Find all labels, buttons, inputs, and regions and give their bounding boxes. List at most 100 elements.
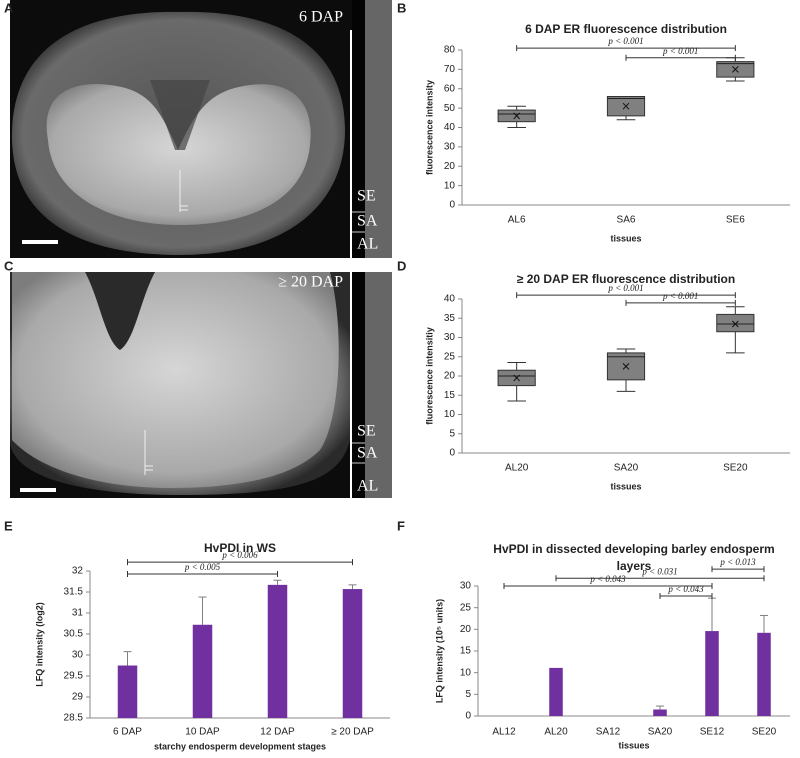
y-tick-label: 70 [444,64,456,75]
x-axis-title: tissues [610,481,641,491]
x-tick-label: SE20 [723,463,748,474]
y-tick-label: 5 [465,689,471,700]
bar [653,709,667,716]
x-tick-label: SA6 [617,215,636,226]
x-axis-title: tissues [610,233,641,243]
p-value: p < 0.005 [184,562,221,572]
p-value: p < 0.013 [719,557,756,567]
p-value: p < 0.043 [667,584,704,594]
panel-letter: F [397,518,405,533]
p-value: p < 0.001 [662,291,698,301]
layer-label: SA [357,445,378,462]
mean-marker [513,374,521,382]
x-tick-label: SA12 [596,727,621,738]
x-tick-label: AL20 [544,727,568,738]
layer-label: AL [357,478,378,495]
micrograph-c [10,272,392,498]
y-tick-label: 10 [444,180,456,191]
y-tick-label: 20 [444,161,456,172]
y-tick-label: 80 [444,45,456,56]
layer-label: SE [357,423,376,440]
p-value: p < 0.043 [589,574,626,584]
mean-marker [731,320,739,328]
y-tick-label: 20 [460,624,472,635]
y-tick-label: 15 [444,390,456,401]
x-tick-label: 6 DAP [113,727,142,738]
layer-label: SE [357,188,376,205]
y-tick-label: 0 [449,200,455,211]
image-label: 6 DAP [299,9,343,26]
image-label: ≥ 20 DAP [278,274,343,291]
y-tick-label: 50 [444,103,456,114]
x-tick-label: SE12 [700,727,725,738]
layer-label: SA [357,213,378,230]
x-tick-label: 10 DAP [185,727,220,738]
y-tick-label: 30 [444,332,456,343]
mean-marker [731,66,739,73]
y-tick-label: 35 [444,313,456,324]
y-tick-label: 40 [444,294,456,305]
y-tick-label: 0 [449,448,455,459]
y-tick-label: 5 [449,428,455,439]
y-axis-title: fluorescence intensitiy [424,327,434,425]
panel-letter: C [4,258,14,273]
bar [549,667,563,716]
bar [705,631,719,716]
chart-title: 6 DAP ER fluorescence distribution [525,22,727,36]
y-tick-label: 30 [72,650,84,661]
y-tick-label: 15 [460,646,472,657]
micrograph-a [10,0,392,258]
mean-marker [513,112,521,120]
y-tick-label: 0 [465,711,471,722]
y-axis-title: LFQ intensity (log2) [34,602,44,687]
y-tick-label: 29.5 [64,671,84,682]
bar [192,624,213,718]
bar [342,589,363,718]
y-tick-label: 32 [72,566,84,577]
y-axis-title: fluorescence intensity [424,80,434,175]
y-tick-label: 25 [444,351,456,362]
panel-letter: D [397,258,406,273]
panel-letter: E [4,518,13,533]
x-tick-label: SA20 [614,463,639,474]
x-tick-label: SE6 [726,215,745,226]
y-tick-label: 31 [72,608,84,619]
x-tick-label: AL20 [505,463,529,474]
p-value: p < 0.001 [662,46,698,56]
bar [117,665,138,718]
x-axis-title: starchy endosperm development stages [154,741,326,751]
mean-marker [622,102,630,110]
p-value: p < 0.001 [607,283,643,293]
panel-letter: B [397,0,406,15]
x-tick-label: AL6 [508,215,526,226]
panel-letter: A [4,0,14,15]
y-axis-title: LFQ intensity (10⁵ units) [434,599,444,703]
x-tick-label: 12 DAP [260,727,295,738]
y-tick-label: 29 [72,692,84,703]
y-tick-label: 60 [444,83,456,94]
x-tick-label: AL12 [492,727,516,738]
x-tick-label: ≥ 20 DAP [331,727,374,738]
x-tick-label: SA20 [648,727,673,738]
y-tick-label: 28.5 [64,713,84,724]
p-value: p < 0.001 [607,36,643,46]
bar [757,632,771,716]
chart-title: HvPDI in dissected developing barley end… [493,542,774,573]
p-value: p < 0.031 [641,566,677,576]
box [716,313,755,333]
bar [267,584,288,718]
chart-title: HvPDI in WS [204,541,276,555]
x-tick-label: SE20 [752,727,777,738]
layer-label: AL [357,236,378,253]
y-tick-label: 10 [444,409,456,420]
y-tick-label: 30 [460,581,472,592]
y-tick-label: 10 [460,667,472,678]
x-axis-title: tissues [618,740,649,750]
p-value: p < 0.006 [221,550,258,560]
y-tick-label: 25 [460,602,472,613]
mean-marker [622,363,630,370]
y-tick-label: 30.5 [64,629,84,640]
y-tick-label: 30 [444,142,456,153]
y-tick-label: 40 [444,122,456,133]
